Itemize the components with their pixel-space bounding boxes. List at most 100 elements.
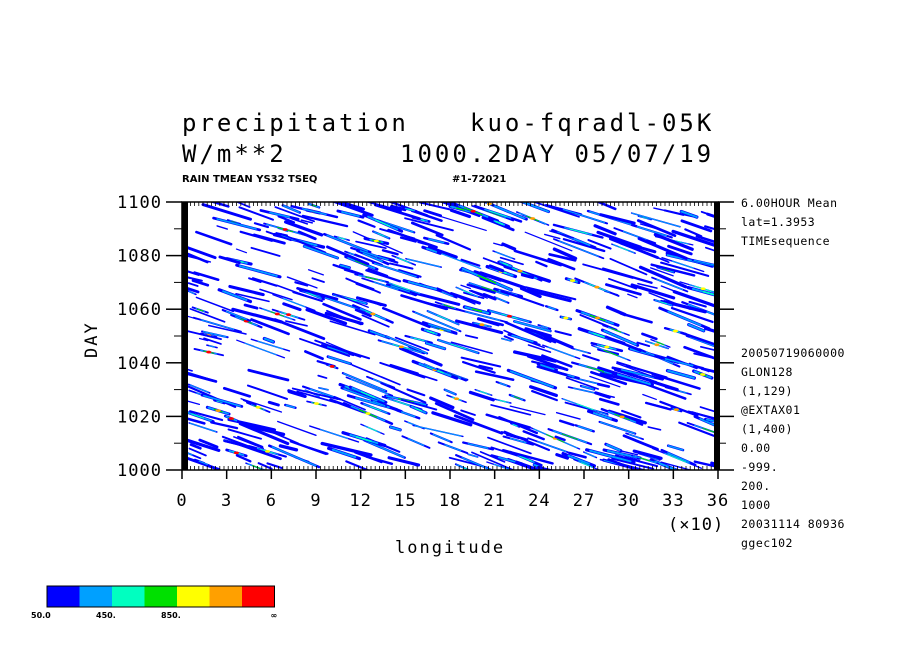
precip-streak — [609, 257, 648, 276]
precip-streak — [689, 336, 718, 349]
x-tick-label: 33 — [662, 491, 684, 511]
precip-streak — [659, 400, 699, 417]
precip-peak — [398, 345, 404, 349]
precip-streak — [558, 419, 575, 427]
precip-streak — [222, 290, 248, 302]
side-info-line: @EXTAX01 — [741, 403, 800, 417]
precip-streak — [265, 230, 292, 242]
precip-streak — [434, 402, 475, 421]
precip-streak — [642, 216, 648, 219]
precip-streak — [436, 314, 450, 321]
precip-streak — [259, 288, 293, 301]
precip-streak — [653, 232, 694, 251]
precip-streak — [467, 443, 489, 449]
precip-streak — [499, 256, 524, 266]
precip-streak — [425, 247, 438, 253]
right-edge-bar — [714, 202, 720, 470]
precip-streak — [394, 400, 410, 406]
precip-streak — [460, 258, 481, 267]
precip-streak — [243, 423, 286, 437]
precip-streak — [331, 448, 357, 459]
precip-streak — [355, 260, 368, 266]
precip-streak — [413, 337, 424, 342]
precip-streak — [359, 250, 389, 261]
precip-streak — [307, 446, 329, 455]
precip-streak — [339, 264, 351, 269]
minor-tick-marks — [181, 202, 716, 470]
precip-streak — [266, 462, 283, 470]
x-tick-label: 15 — [394, 491, 416, 511]
precip-streak — [470, 289, 494, 299]
precip-streak — [374, 262, 417, 278]
precip-streak — [667, 244, 693, 256]
precip-streak — [281, 233, 311, 247]
precip-streak — [373, 203, 421, 221]
precip-streak — [237, 435, 264, 448]
precip-streak — [377, 233, 385, 237]
precip-peak — [215, 409, 221, 413]
precip-streak — [284, 220, 324, 237]
precip-streak — [216, 225, 229, 230]
precip-peak — [563, 316, 569, 320]
precip-streak — [579, 314, 618, 331]
precip-streak — [565, 377, 599, 390]
precip-streak — [187, 282, 199, 287]
precip-streak — [399, 346, 443, 367]
precip-streak — [278, 444, 299, 452]
units-label: W/m**2 — [182, 140, 287, 168]
time-label: 1000.2DAY 05/07/19 — [400, 140, 714, 168]
precip-streak — [364, 202, 402, 212]
precip-streak — [373, 281, 399, 291]
precip-streak — [267, 400, 280, 407]
precip-streak — [275, 284, 306, 297]
precip-streak — [524, 231, 573, 252]
precip-streak — [687, 323, 705, 332]
side-info-line: 1000 — [741, 498, 771, 512]
precip-peak — [373, 239, 379, 243]
precip-streak — [606, 443, 621, 452]
precip-streak — [274, 206, 315, 223]
precip-streak — [203, 394, 241, 407]
precip-streak — [424, 363, 438, 370]
precip-streak — [495, 220, 504, 226]
precip-streak — [427, 330, 435, 334]
precip-streak — [326, 245, 370, 266]
precip-streak — [549, 230, 575, 239]
precip-streak — [406, 208, 413, 211]
precip-streak — [372, 400, 386, 407]
precip-streak — [380, 382, 427, 404]
precip-streak — [428, 238, 445, 244]
colorbar-swatch — [242, 586, 275, 607]
precip-streak — [428, 323, 452, 332]
precip-streak — [203, 337, 222, 345]
precip-streak — [471, 451, 516, 470]
precip-streak — [461, 360, 496, 374]
precip-streak — [296, 286, 339, 301]
precip-streak — [511, 334, 534, 343]
precip-streak — [699, 406, 718, 414]
precip-peak — [313, 402, 320, 405]
precip-streak — [311, 277, 325, 283]
precip-streak — [297, 230, 317, 241]
precip-streak — [218, 255, 241, 265]
precip-peak — [285, 313, 292, 317]
precip-streak — [641, 332, 658, 341]
precip-streak — [228, 284, 265, 297]
precip-streak — [381, 249, 399, 256]
side-info-top: 6.00HOUR Mean lat=1.3953 TIMEsequence — [741, 196, 837, 248]
precip-streak — [603, 349, 619, 357]
precip-streak — [599, 213, 636, 225]
precip-streak — [369, 405, 381, 411]
precip-streak — [394, 336, 430, 352]
precip-streak — [490, 404, 532, 416]
precip-streak — [189, 443, 202, 450]
precip-streak — [365, 455, 394, 465]
precip-streak — [695, 234, 718, 245]
precip-streak — [277, 215, 296, 224]
colorbar-swatch — [79, 586, 112, 607]
precip-streak — [664, 358, 694, 367]
x-tick-label: 24 — [528, 491, 550, 511]
precip-streak — [367, 426, 378, 432]
precip-streak — [599, 421, 635, 434]
precip-streak — [183, 371, 218, 383]
